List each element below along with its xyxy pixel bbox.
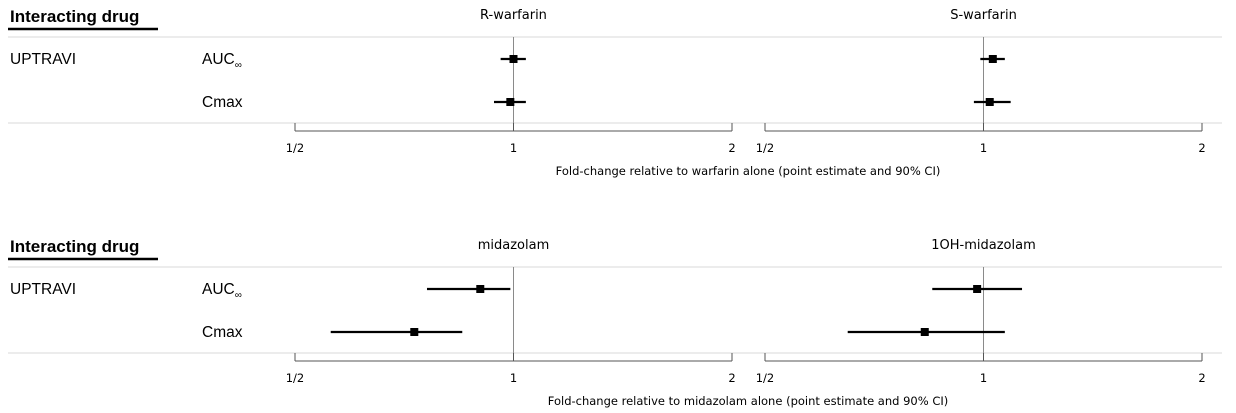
point-estimate	[985, 98, 994, 106]
panel-title: S-warfarin	[950, 8, 1017, 23]
x-tick-label: 1	[510, 141, 517, 155]
x-tick-label: 1/2	[286, 141, 305, 155]
x-tick-label: 2	[1198, 141, 1205, 155]
x-tick-label: 1	[980, 371, 987, 385]
x-axis-label: Fold-change relative to warfarin alone (…	[556, 164, 941, 178]
x-tick-label: 2	[728, 371, 735, 385]
panel-1: midazolam 1/2 1 2	[286, 238, 736, 385]
panel-title: 1OH-midazolam	[931, 238, 1035, 253]
drug-name: UPTRAVI	[10, 281, 76, 298]
point-estimate	[988, 55, 997, 63]
row-label-auc: AUC∞	[202, 281, 242, 301]
row-label-subscript: ∞	[235, 290, 242, 301]
x-tick-label: 1/2	[756, 371, 775, 385]
panel-title: midazolam	[478, 238, 550, 253]
x-axis-label: Fold-change relative to midazolam alone …	[548, 394, 948, 408]
header-interacting-drug: Interacting drug	[10, 237, 139, 256]
panel-title: R-warfarin	[480, 8, 547, 23]
forest-block-1: Interacting drug UPTRAVI AUC∞ Cmax Fold-chan…	[8, 7, 1222, 178]
point-estimate	[973, 285, 982, 293]
x-tick-label: 1/2	[286, 371, 305, 385]
x-tick-label: 2	[728, 141, 735, 155]
drug-name: UPTRAVI	[10, 51, 76, 68]
point-estimate	[920, 328, 929, 336]
row-label-auc: AUC∞	[202, 51, 242, 71]
x-tick-label: 2	[1198, 371, 1205, 385]
point-estimate	[509, 55, 518, 63]
row-label-cmax: Cmax	[202, 94, 243, 111]
panel-2: S-warfarin 1/2 1 2	[756, 8, 1206, 155]
forest-block-2: Interacting drug UPTRAVI AUC∞ Cmax Fold-chan…	[8, 237, 1222, 408]
point-estimate	[476, 285, 485, 293]
row-label-subscript: ∞	[235, 60, 242, 71]
x-tick-label: 1	[510, 371, 517, 385]
x-tick-label: 1/2	[756, 141, 775, 155]
panel-2: 1OH-midazolam 1/2 1 2	[756, 238, 1206, 385]
point-estimate	[410, 328, 419, 336]
point-estimate	[506, 98, 515, 106]
x-tick-label: 1	[980, 141, 987, 155]
row-label-cmax: Cmax	[202, 324, 243, 341]
panel-1: R-warfarin 1/2 1 2	[286, 8, 736, 155]
header-interacting-drug: Interacting drug	[10, 7, 139, 26]
